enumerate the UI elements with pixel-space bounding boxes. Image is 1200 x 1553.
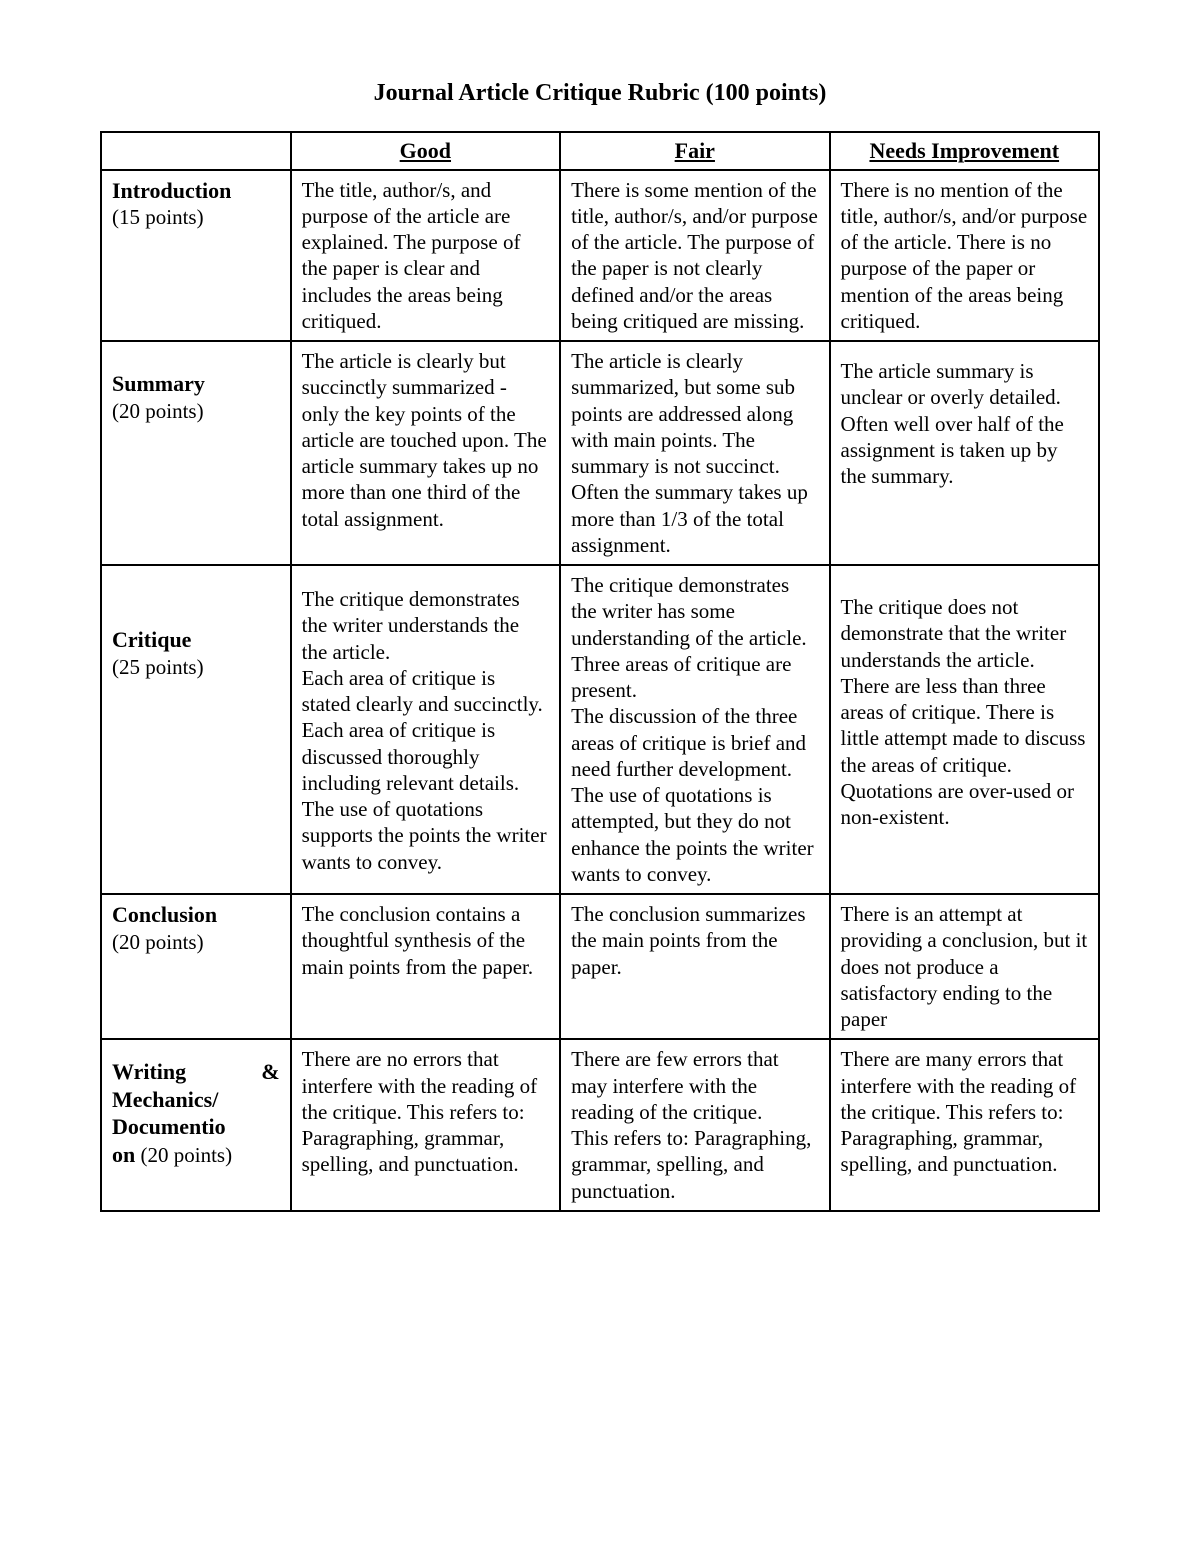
table-row: Critique (25 points) The critique demons… — [101, 565, 1099, 894]
criterion-name: Introduction — [112, 177, 280, 205]
cell-conclusion-needs: There is an attempt at providing a concl… — [830, 894, 1099, 1039]
criterion-name: Conclusion — [112, 901, 280, 929]
criterion-points: (20 points) — [112, 930, 204, 954]
cell-text: There is no mention of the title, author… — [841, 177, 1088, 335]
cell-text: The article is clearly but succinctly su… — [302, 348, 549, 532]
criterion-name-line2: Mechanics/ — [112, 1086, 280, 1114]
cell-text: There is some mention of the title, auth… — [571, 177, 818, 335]
cell-text: The critique does not demonstrate that t… — [841, 594, 1088, 830]
criterion-name-line3: Documentio — [112, 1113, 280, 1141]
cell-summary-needs: The article summary is unclear or overly… — [830, 341, 1099, 565]
criterion-introduction: Introduction (15 points) — [101, 170, 291, 342]
cell-text: The conclusion summarizes the main point… — [571, 901, 818, 980]
criterion-summary: Summary (20 points) — [101, 341, 291, 565]
page: Journal Article Critique Rubric (100 poi… — [0, 0, 1200, 1553]
table-row: Summary (20 points) The article is clear… — [101, 341, 1099, 565]
criterion-name-line4: on (20 points) — [112, 1143, 232, 1167]
cell-writing-good: There are no errors that interfere with … — [291, 1039, 560, 1211]
cell-text: There are no errors that interfere with … — [302, 1046, 549, 1177]
criterion-points: (15 points) — [112, 205, 204, 229]
criterion-name-line1: Writing & — [112, 1058, 280, 1086]
criterion-name: Critique — [112, 626, 280, 654]
cell-text: There is an attempt at providing a concl… — [841, 901, 1088, 1032]
cell-introduction-needs: There is no mention of the title, author… — [830, 170, 1099, 342]
criterion-name-right: & — [261, 1058, 279, 1086]
table-row: Writing & Mechanics/ Documentio on (20 p… — [101, 1039, 1099, 1211]
cell-critique-needs: The critique does not demonstrate that t… — [830, 565, 1099, 894]
criterion-conclusion: Conclusion (20 points) — [101, 894, 291, 1039]
cell-text: The conclusion contains a thoughtful syn… — [302, 901, 549, 980]
cell-critique-fair: The critique demonstrates the writer has… — [560, 565, 829, 894]
header-fair: Fair — [560, 132, 829, 170]
page-title: Journal Article Critique Rubric (100 poi… — [100, 80, 1100, 107]
table-row: Introduction (15 points) The title, auth… — [101, 170, 1099, 342]
criterion-name: Summary — [112, 370, 280, 398]
criterion-points: (20 points) — [141, 1143, 233, 1167]
cell-critique-good: The critique demonstrates the writer und… — [291, 565, 560, 894]
rubric-table: Good Fair Needs Improvement Introduction… — [100, 131, 1100, 1212]
cell-summary-good: The article is clearly but succinctly su… — [291, 341, 560, 565]
criterion-writing: Writing & Mechanics/ Documentio on (20 p… — [101, 1039, 291, 1211]
cell-text: There are few errors that may interfere … — [571, 1046, 818, 1204]
cell-introduction-fair: There is some mention of the title, auth… — [560, 170, 829, 342]
cell-conclusion-good: The conclusion contains a thoughtful syn… — [291, 894, 560, 1039]
criterion-points: (25 points) — [112, 655, 204, 679]
cell-text: The title, author/s, and purpose of the … — [302, 177, 549, 335]
header-needs: Needs Improvement — [830, 132, 1099, 170]
header-good: Good — [291, 132, 560, 170]
criterion-name-left: Writing — [112, 1058, 186, 1086]
cell-writing-needs: There are many errors that interfere wit… — [830, 1039, 1099, 1211]
cell-summary-fair: The article is clearly summarized, but s… — [560, 341, 829, 565]
table-row: Conclusion (20 points) The conclusion co… — [101, 894, 1099, 1039]
cell-text: The article is clearly summarized, but s… — [571, 348, 818, 558]
cell-text: There are many errors that interfere wit… — [841, 1046, 1088, 1177]
criterion-critique: Critique (25 points) — [101, 565, 291, 894]
cell-text: The critique demonstrates the writer has… — [571, 572, 818, 887]
cell-conclusion-fair: The conclusion summarizes the main point… — [560, 894, 829, 1039]
header-blank — [101, 132, 291, 170]
cell-writing-fair: There are few errors that may interfere … — [560, 1039, 829, 1211]
cell-text: The article summary is unclear or overly… — [841, 358, 1088, 489]
cell-introduction-good: The title, author/s, and purpose of the … — [291, 170, 560, 342]
criterion-name-on: on — [112, 1142, 135, 1167]
cell-text: The critique demonstrates the writer und… — [302, 586, 549, 875]
criterion-points: (20 points) — [112, 399, 204, 423]
header-row: Good Fair Needs Improvement — [101, 132, 1099, 170]
